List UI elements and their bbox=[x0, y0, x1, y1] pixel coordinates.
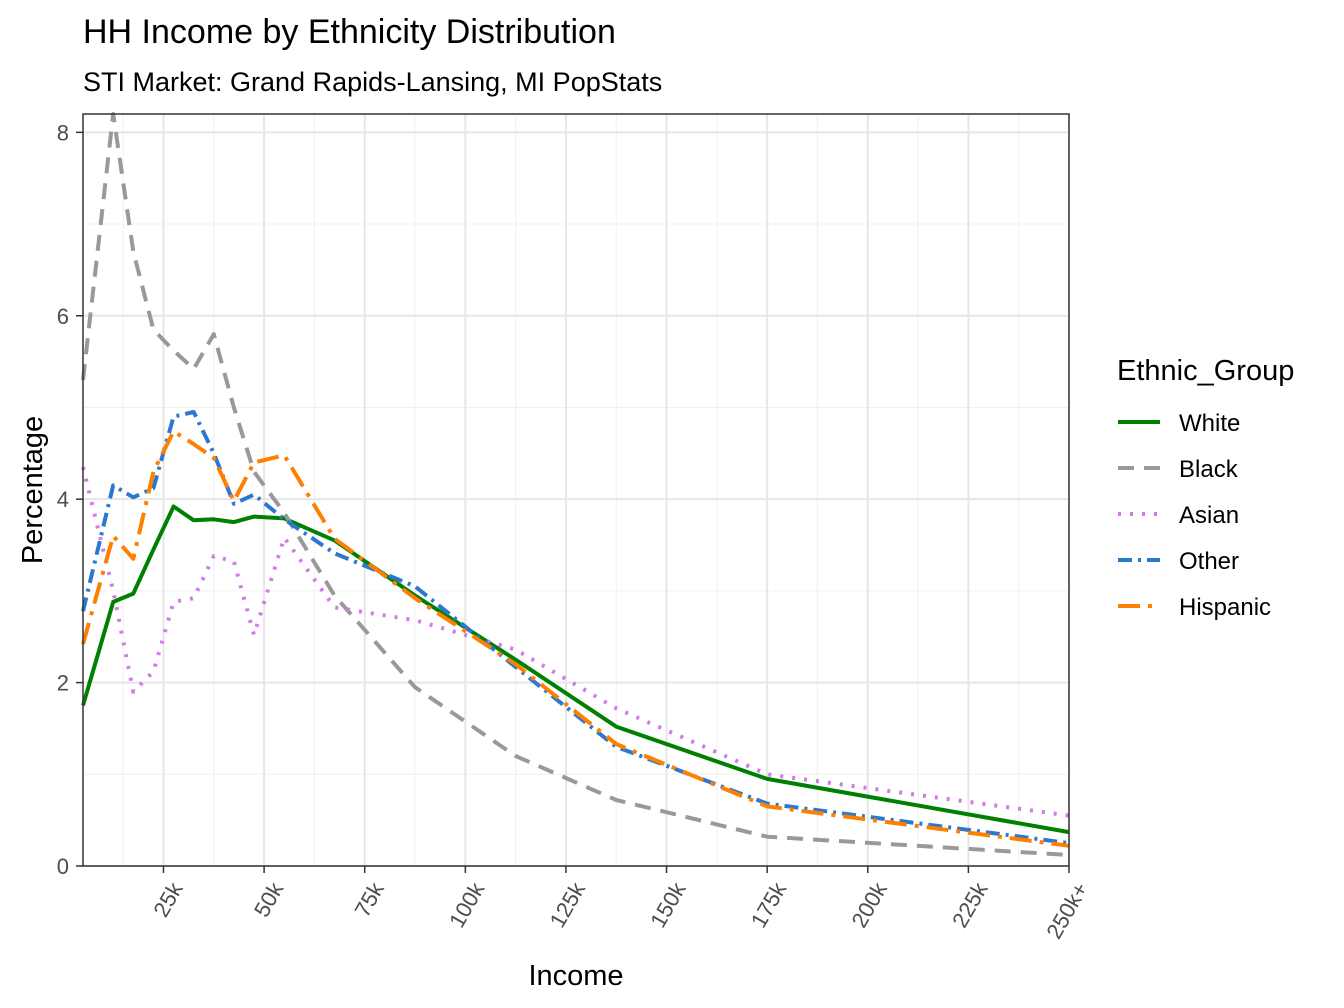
x-tick-label: 125k bbox=[545, 877, 591, 932]
chart-title: HH Income by Ethnicity Distribution bbox=[83, 13, 616, 51]
y-tick-label: 2 bbox=[57, 671, 69, 696]
minor-gridlines bbox=[83, 114, 1069, 866]
y-tick-label: 6 bbox=[57, 304, 69, 329]
legend-label-hispanic: Hispanic bbox=[1179, 594, 1271, 621]
legend-title: Ethnic_Group bbox=[1117, 355, 1294, 387]
legend-label-asian: Asian bbox=[1179, 502, 1239, 529]
y-tick-label: 4 bbox=[57, 487, 69, 512]
series-line-black bbox=[81, 112, 1070, 857]
series-line-hispanic bbox=[81, 429, 1070, 848]
x-tick-label: 75k bbox=[350, 877, 390, 921]
x-tick-label: 50k bbox=[249, 877, 289, 921]
x-tick-label: 25k bbox=[148, 877, 188, 921]
y-axis-title: Percentage bbox=[17, 416, 49, 564]
legend: Ethnic_Group White Black Asian Other Hispani… bbox=[1117, 355, 1294, 621]
series-line-asian bbox=[81, 466, 1070, 818]
chart-subtitle: STI Market: Grand Rapids-Lansing, MI Pop… bbox=[83, 67, 662, 97]
x-tick-label: 150k bbox=[645, 877, 691, 932]
legend-label-white: White bbox=[1179, 410, 1240, 437]
x-tick-label: 250k+ bbox=[1041, 878, 1093, 943]
series-line-other bbox=[81, 410, 1070, 846]
series-lines bbox=[81, 112, 1070, 857]
x-axis-title: Income bbox=[528, 960, 623, 992]
x-tick-label: 200k bbox=[846, 877, 892, 932]
y-axis-ticks: 0 2 4 6 8 bbox=[57, 120, 83, 879]
legend-label-other: Other bbox=[1179, 548, 1239, 575]
major-gridlines bbox=[83, 114, 1070, 867]
y-tick-label: 8 bbox=[57, 120, 69, 145]
x-tick-label: 100k bbox=[444, 877, 490, 932]
x-tick-label: 225k bbox=[947, 877, 993, 932]
x-axis-ticks: 25k 50k 75k 100k 125k 150k 175k 200k 225k 250k+ bbox=[148, 866, 1093, 943]
series-line-white bbox=[81, 504, 1070, 835]
x-tick-label: 175k bbox=[746, 877, 792, 932]
y-tick-label: 0 bbox=[57, 854, 69, 879]
plot-panel-border bbox=[82, 113, 1070, 867]
legend-label-black: Black bbox=[1179, 456, 1239, 483]
